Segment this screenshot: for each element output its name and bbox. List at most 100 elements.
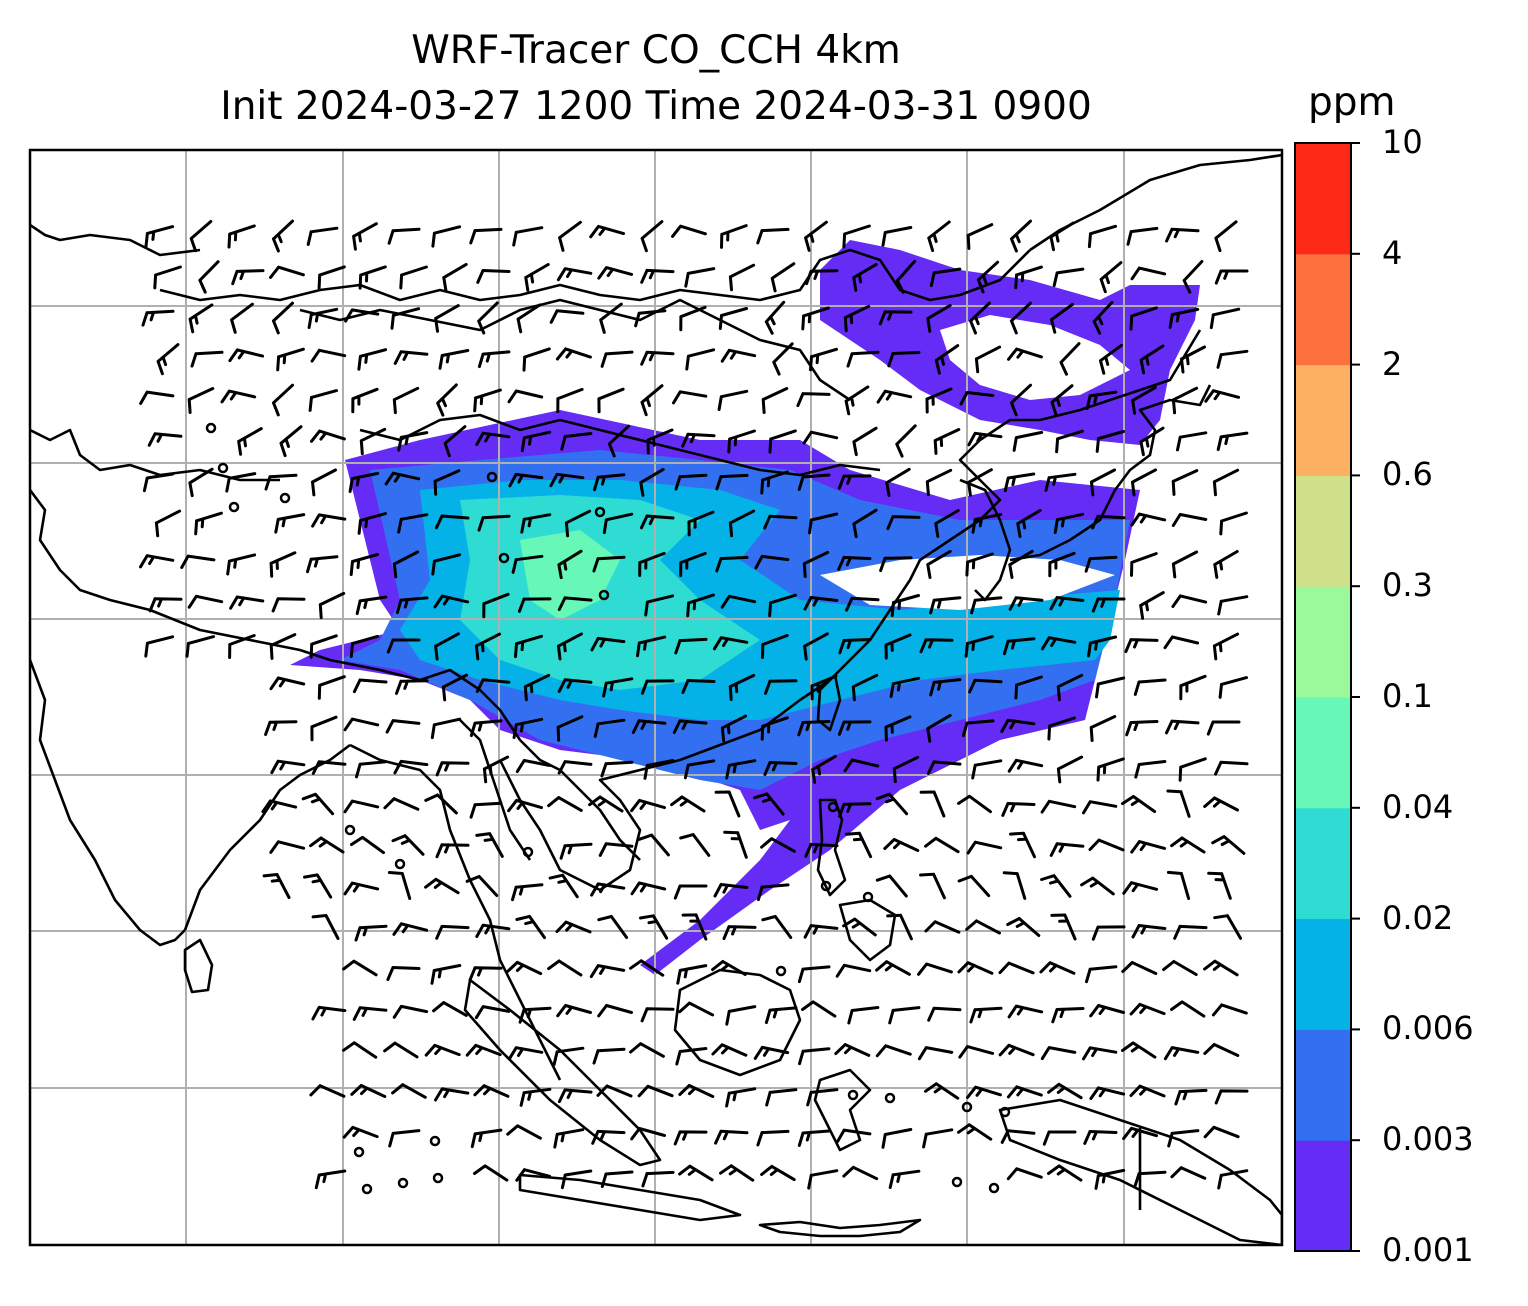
- wind-barb: [843, 758, 880, 773]
- wind-barb: [1007, 1004, 1044, 1019]
- wind-barb: [892, 755, 920, 784]
- wind-barb: [797, 965, 831, 984]
- wind-barb: [889, 676, 921, 698]
- wind-barb: [886, 515, 921, 531]
- wind-barb: [1014, 265, 1043, 290]
- wind-barb: [681, 432, 716, 448]
- wind-barb: [482, 755, 510, 784]
- colorbar-tick-label: 0.001: [1382, 1231, 1474, 1269]
- wind-barb: [473, 1164, 509, 1182]
- wind-barb: [967, 431, 1003, 447]
- wind-barb: [310, 429, 346, 443]
- wind-barb: [1088, 838, 1125, 852]
- wind-barb: [1179, 674, 1207, 701]
- wind-barb: [229, 595, 265, 610]
- wind-barb: [310, 348, 347, 363]
- wind-barb: [843, 304, 871, 333]
- wind-barb: [270, 759, 306, 775]
- colorbar-tick-label: 0.003: [1382, 1120, 1474, 1159]
- wind-barb: [884, 715, 912, 742]
- wind-barb: [357, 348, 388, 371]
- wind-barb: [465, 1043, 502, 1057]
- calm-circle: [361, 1183, 373, 1195]
- wind-barb: [1095, 676, 1126, 699]
- wind-barb: [927, 220, 951, 252]
- wind-barb: [309, 1084, 346, 1098]
- wind-barb: [383, 1041, 419, 1059]
- wind-barb: [597, 915, 629, 939]
- wind-barb: [1206, 720, 1241, 736]
- wind-barb: [194, 511, 223, 536]
- wind-barb: [386, 638, 421, 654]
- wind-barb: [838, 802, 872, 818]
- wind-barb: [311, 1005, 347, 1021]
- wind-barb: [549, 309, 585, 324]
- wind-barb: [1047, 716, 1076, 741]
- wind-barb: [1213, 550, 1239, 579]
- wind-barb: [597, 1004, 633, 1018]
- wind-barb: [392, 550, 420, 579]
- wind-barb: [1040, 1046, 1077, 1061]
- wind-barb: [424, 1043, 461, 1057]
- calm-circle: [988, 1182, 1000, 1194]
- wind-barb: [678, 1001, 715, 1017]
- calm-circle: [594, 506, 606, 518]
- wind-barb: [424, 877, 460, 895]
- wind-barb: [1050, 384, 1074, 417]
- wind-barb: [629, 1042, 665, 1058]
- wind-barb: [141, 309, 175, 327]
- wind-barb: [553, 1128, 585, 1149]
- wind-barb: [516, 303, 542, 334]
- wind-barb: [969, 301, 991, 335]
- wind-barb: [836, 1128, 872, 1143]
- wind-barb: [1217, 595, 1249, 616]
- wind-barb: [1211, 1003, 1248, 1017]
- wind-barb: [1047, 1082, 1083, 1100]
- wind-barb: [507, 389, 544, 404]
- wind-barb: [261, 799, 298, 814]
- coastline-bay-of-bengal: [349, 743, 562, 1081]
- wind-barb: [756, 227, 790, 245]
- wind-barb: [715, 555, 749, 573]
- wind-barb: [469, 801, 503, 819]
- wind-barb: [442, 262, 468, 292]
- wind-barb: [148, 597, 183, 613]
- wind-barb: [430, 964, 462, 985]
- wind-barb: [1171, 469, 1199, 496]
- wind-barb: [349, 634, 379, 658]
- wind-barb: [383, 797, 420, 811]
- wind-barb: [590, 882, 626, 897]
- wind-barb: [875, 874, 908, 898]
- wind-barb: [391, 834, 425, 856]
- wind-barb: [507, 1046, 544, 1061]
- wind-barb: [922, 1128, 954, 1149]
- wind-barb: [728, 509, 756, 538]
- wind-barb: [1211, 835, 1246, 855]
- wind-barb: [881, 1128, 913, 1149]
- wind-barb: [589, 224, 625, 239]
- wind-barb: [154, 509, 182, 538]
- wind-barb: [469, 719, 503, 738]
- colorbar-tick-label: 0.6: [1382, 455, 1433, 494]
- wind-barb: [522, 347, 551, 372]
- wind-barb: [934, 509, 960, 538]
- wind-barb: [927, 1006, 962, 1022]
- wind-barb: [311, 914, 340, 940]
- border-indochina: [519, 739, 641, 861]
- wind-barb: [342, 1041, 378, 1059]
- calm-circle: [397, 1177, 409, 1189]
- wind-barb: [431, 553, 462, 576]
- calm-circle: [217, 462, 229, 474]
- wind-barb: [317, 675, 346, 700]
- wind-barb: [919, 638, 954, 654]
- wind-barb: [1121, 1041, 1157, 1059]
- wind-barb: [272, 219, 294, 253]
- wind-barb: [384, 471, 421, 486]
- wind-barb: [1089, 1086, 1126, 1100]
- wind-barb: [1216, 431, 1249, 452]
- wind-barb: [646, 428, 674, 455]
- map-subtitle: Init 2024-03-27 1200 Time 2024-03-31 090…: [220, 84, 1092, 129]
- wind-barb: [1216, 349, 1249, 369]
- wind-barb: [753, 792, 785, 816]
